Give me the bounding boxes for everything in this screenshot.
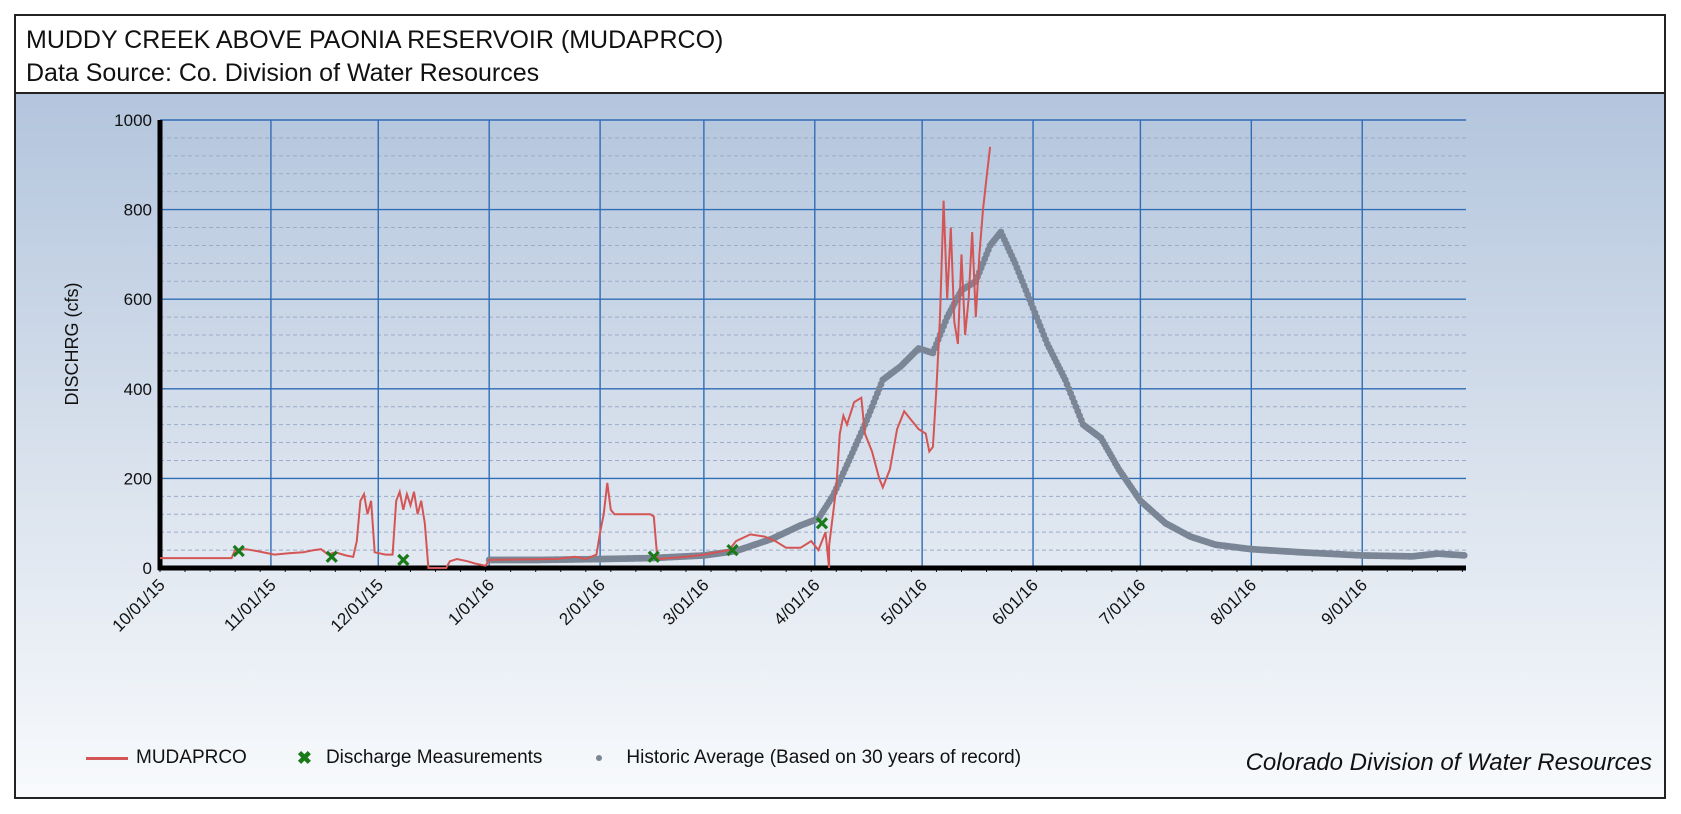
legend: MUDAPRCO ✖ Discharge Measurements Histor… [86, 747, 1057, 769]
legend-label-historic: Historic Average (Based on 30 years of r… [626, 747, 1022, 768]
y-tick-label: 800 [124, 201, 152, 220]
x-tick-label: 3/01/16 [659, 575, 713, 629]
dot-marker-icon [596, 755, 603, 761]
x-tick-label: 7/01/16 [1096, 575, 1150, 629]
y-axis-title: DISCHRG (cfs) [62, 283, 82, 406]
discharge-measurement-marker [647, 550, 660, 563]
x-tick-label: 8/01/16 [1207, 575, 1261, 629]
x-marker-icon: ✖ [296, 747, 312, 768]
y-tick-label: 400 [124, 380, 152, 399]
legend-line-swatch [86, 756, 128, 760]
y-tick-label: 1000 [114, 111, 152, 130]
x-tick-label: 2/01/16 [555, 575, 609, 629]
chart-title: MUDDY CREEK ABOVE PAONIA RESERVOIR (MUDA… [26, 26, 724, 54]
x-tick-label: 11/01/15 [220, 575, 279, 634]
x-tick-label: 12/01/15 [327, 575, 387, 635]
y-tick-label: 200 [124, 469, 152, 488]
y-tick-label: 600 [124, 290, 152, 309]
discharge-measurement-marker [397, 553, 410, 567]
legend-item-mudaprco: MUDAPRCO [86, 747, 247, 769]
discharge-chart: 0 200 400 600 800 1000 10/01/15 11/01/15 12/01/1… [62, 111, 1468, 636]
discharge-measurement-marker [232, 544, 245, 558]
source-credit: Colorado Division of Water Resources [1245, 749, 1652, 776]
x-tick-label: 10/01/15 [109, 575, 169, 635]
legend-label-measurements: Discharge Measurements [325, 747, 543, 768]
legend-label-mudaprco: MUDAPRCO [136, 747, 247, 768]
y-tick-label: 0 [143, 559, 152, 578]
discharge-measurement-marker [815, 517, 829, 530]
title-bar: MUDDY CREEK ABOVE PAONIA RESERVOIR (MUDA… [16, 16, 1664, 94]
x-tick-label: 1/01/16 [444, 575, 498, 629]
discharge-measurement-marker [325, 550, 338, 563]
historic-average-point [1460, 551, 1468, 559]
chart-frame: MUDDY CREEK ABOVE PAONIA RESERVOIR (MUDA… [14, 14, 1666, 799]
x-tick-label: 6/01/16 [988, 575, 1042, 629]
legend-item-measurements: ✖ Discharge Measurements [283, 747, 543, 769]
chart-subtitle: Data Source: Co. Division of Water Resou… [26, 59, 540, 87]
discharge-measurement-marker [726, 543, 739, 557]
x-tick-label: 4/01/16 [770, 575, 824, 629]
x-tick-label: 5/01/16 [877, 575, 931, 629]
legend-item-historic: Historic Average (Based on 30 years of r… [578, 747, 1021, 769]
x-tick-label: 9/01/16 [1318, 575, 1372, 629]
plot-area: 0 200 400 600 800 1000 10/01/15 11/01/15 12/01/1… [16, 94, 1664, 797]
mudaprco-flow-line [160, 146, 992, 569]
